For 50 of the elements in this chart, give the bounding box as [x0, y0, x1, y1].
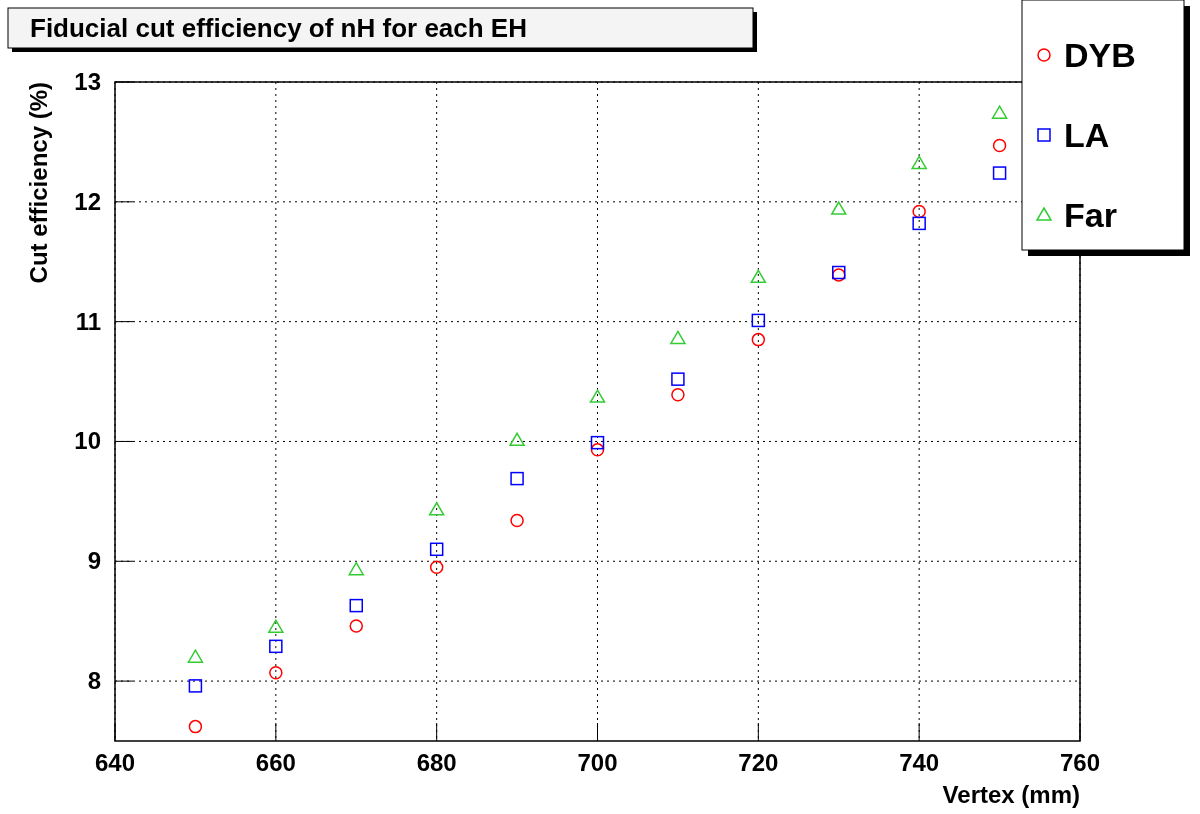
- point: [269, 639, 283, 654]
- y-tick-label: 9: [87, 547, 101, 575]
- legend-label: Far: [1064, 196, 1117, 234]
- point: [509, 432, 525, 447]
- x-tick-label: 700: [577, 749, 618, 776]
- x-tick-label: 680: [416, 749, 457, 776]
- point: [429, 542, 444, 557]
- point: [750, 269, 767, 284]
- point: [590, 435, 605, 450]
- point: [510, 471, 524, 486]
- point: [590, 443, 605, 457]
- point: [429, 560, 444, 575]
- point: [751, 332, 766, 347]
- chart-title: Fiducial cut efficiency of nH for each EH: [30, 13, 527, 43]
- point: [428, 502, 445, 516]
- point: [671, 372, 685, 386]
- point: [671, 387, 685, 402]
- point: [268, 619, 284, 633]
- point: [751, 313, 766, 328]
- point: [992, 138, 1007, 153]
- point: [670, 330, 686, 345]
- point: [187, 649, 204, 663]
- y-tick-label: 12: [74, 187, 101, 215]
- point: [911, 155, 927, 170]
- x-tick-label: 640: [94, 749, 136, 776]
- point: [269, 665, 283, 680]
- x-tick-label: 740: [899, 749, 940, 776]
- point: [912, 204, 926, 219]
- y-tick-label: 13: [74, 68, 101, 95]
- x-tick-label: 660: [255, 749, 296, 776]
- y-axis-title: Cut efficiency (%): [25, 82, 52, 284]
- point: [992, 166, 1007, 180]
- legend-label: LA: [1064, 116, 1110, 154]
- point: [510, 513, 524, 528]
- x-tick-label: 720: [738, 749, 779, 776]
- point: [348, 561, 364, 576]
- point: [831, 201, 847, 215]
- x-axis-title: Vertex (mm): [942, 781, 1080, 808]
- y-tick-label: 10: [74, 427, 101, 455]
- point: [349, 598, 363, 613]
- y-tick-label: 8: [87, 667, 101, 695]
- point: [349, 619, 363, 633]
- legend-label: DYB: [1064, 36, 1136, 74]
- point: [991, 105, 1008, 119]
- x-tick-label: 760: [1059, 749, 1101, 776]
- y-tick-label: 11: [75, 307, 101, 335]
- point: [188, 679, 203, 693]
- point: [589, 389, 606, 403]
- point: [912, 216, 926, 231]
- point: [188, 719, 203, 734]
